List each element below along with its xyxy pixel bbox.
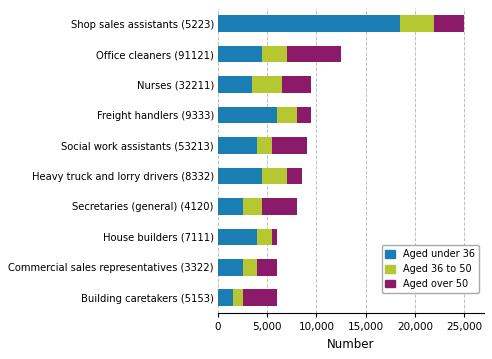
Bar <box>282 76 311 93</box>
Bar <box>252 76 282 93</box>
Bar <box>218 137 257 154</box>
Bar <box>257 259 277 276</box>
Bar <box>218 259 243 276</box>
Bar <box>262 168 287 184</box>
Bar <box>297 107 311 123</box>
Bar <box>272 137 307 154</box>
Bar <box>233 289 243 306</box>
Bar <box>218 46 262 62</box>
X-axis label: Number: Number <box>327 338 374 351</box>
Bar <box>434 15 464 32</box>
Bar <box>218 15 400 32</box>
Bar <box>287 168 302 184</box>
Bar <box>218 229 257 245</box>
Bar <box>218 76 252 93</box>
Bar <box>262 198 297 215</box>
Bar <box>243 289 277 306</box>
Bar <box>218 107 277 123</box>
Bar <box>218 289 233 306</box>
Bar <box>243 198 262 215</box>
Bar <box>218 198 243 215</box>
Bar <box>277 107 297 123</box>
Bar <box>257 137 272 154</box>
Bar <box>257 229 272 245</box>
Bar <box>243 259 257 276</box>
Bar <box>400 15 434 32</box>
Bar <box>272 229 277 245</box>
Bar <box>287 46 341 62</box>
Legend: Aged under 36, Aged 36 to 50, Aged over 50: Aged under 36, Aged 36 to 50, Aged over … <box>381 246 479 293</box>
Bar <box>218 168 262 184</box>
Bar <box>262 46 287 62</box>
